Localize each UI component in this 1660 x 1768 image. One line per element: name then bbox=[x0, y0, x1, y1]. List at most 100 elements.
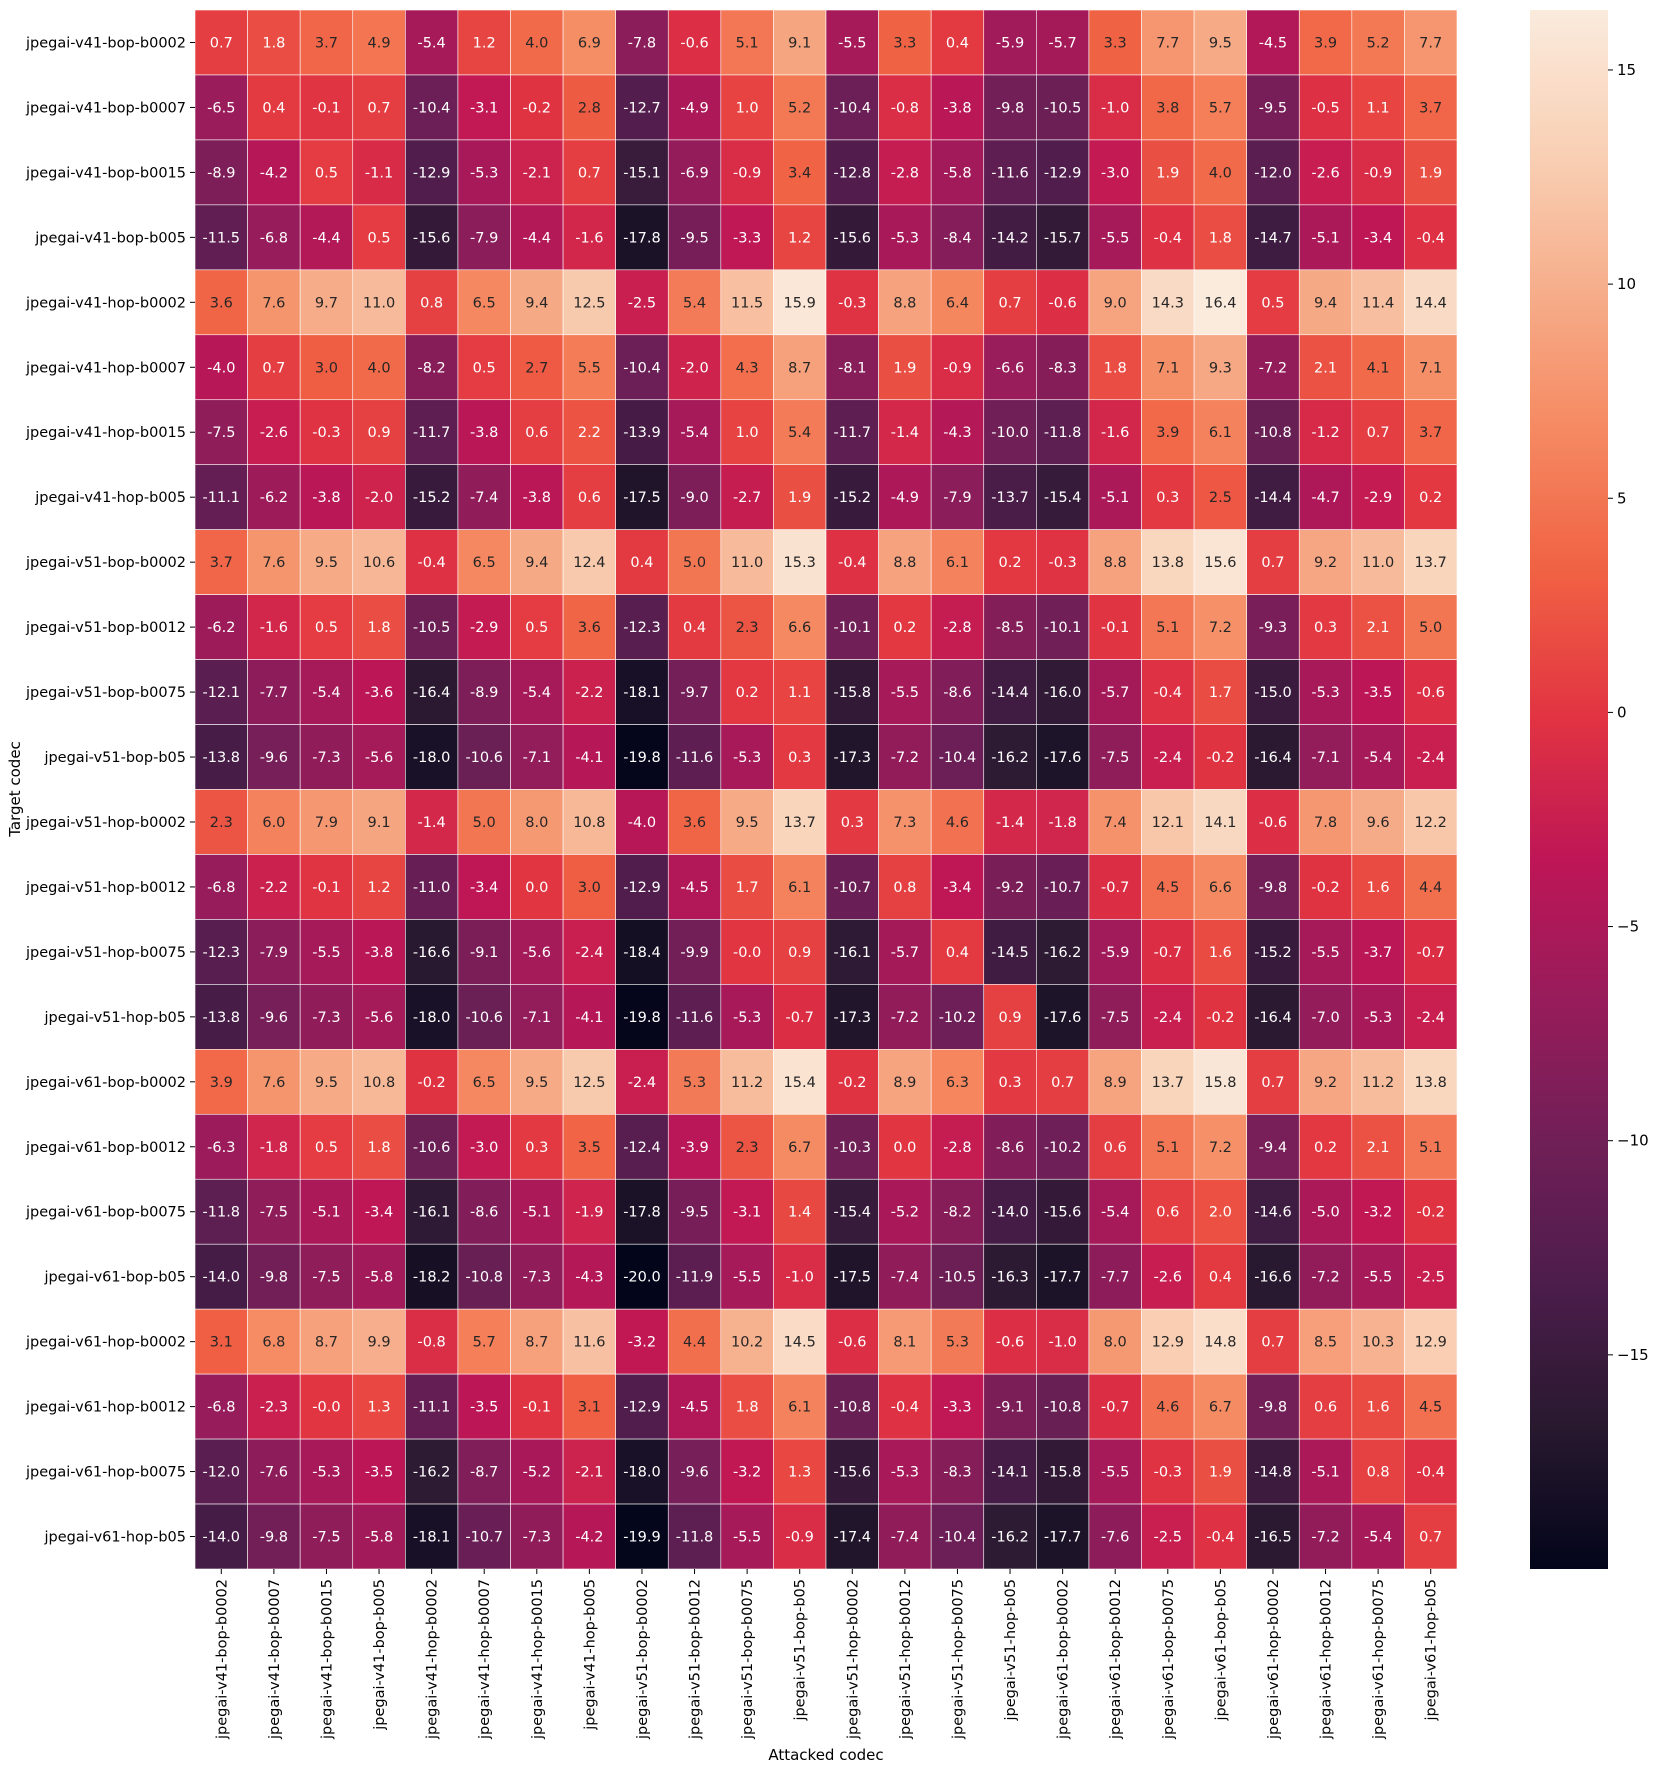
cell-value-label: -12.3 bbox=[623, 620, 661, 636]
cell-value-label: -5.1 bbox=[1101, 490, 1129, 506]
cell-value-label: -2.5 bbox=[628, 295, 656, 311]
cell-value-label: 0.7 bbox=[1261, 555, 1284, 571]
cell-value-label: -2.6 bbox=[1154, 1270, 1182, 1286]
cell-value-label: -0.4 bbox=[1417, 1465, 1445, 1481]
cell-value-label: -7.3 bbox=[523, 1270, 551, 1286]
cell-value-label: -16.4 bbox=[1254, 750, 1292, 766]
cell-value-label: -5.7 bbox=[1101, 685, 1129, 701]
heatmap-cell bbox=[510, 399, 564, 466]
heatmap-cell bbox=[878, 659, 932, 725]
y-tick-label: jpegai-v51-bop-b0012 bbox=[25, 620, 186, 636]
heatmap-cell bbox=[194, 1308, 248, 1375]
heatmap-cell bbox=[457, 659, 511, 725]
y-tick-label: jpegai-v41-hop-b0007 bbox=[25, 360, 186, 376]
cell-value-label: -7.0 bbox=[1311, 1010, 1339, 1026]
heatmap-cell bbox=[667, 854, 722, 920]
x-tick-label: jpegai-v61-hop-b05 bbox=[1424, 1579, 1440, 1722]
cell-value-label: 14.4 bbox=[1415, 295, 1447, 311]
heatmap-cell bbox=[1351, 1113, 1405, 1180]
cell-value-label: -4.9 bbox=[891, 490, 919, 506]
heatmap-cell bbox=[1246, 399, 1300, 466]
cell-value-label: -1.8 bbox=[1048, 815, 1076, 831]
cell-value-label: -1.8 bbox=[260, 1140, 288, 1156]
cell-value-label: -4.4 bbox=[312, 230, 340, 246]
colorbar: 15 10 5 0 −5 −10 −15 bbox=[1530, 10, 1649, 1569]
cell-value-label: 13.7 bbox=[1152, 1075, 1184, 1091]
heatmap-cell bbox=[1351, 984, 1405, 1050]
heatmap-cell bbox=[1404, 9, 1458, 76]
x-tick-label: jpegai-v41-bop-b0002 bbox=[214, 1579, 230, 1740]
cell-value-label: -14.1 bbox=[991, 1465, 1029, 1481]
cell-value-label: 1.1 bbox=[1367, 100, 1390, 116]
cell-value-label: -17.4 bbox=[834, 1530, 872, 1546]
heatmap-cell bbox=[562, 984, 616, 1050]
heatmap-cell bbox=[562, 1243, 616, 1310]
cell-value-label: 1.9 bbox=[893, 360, 916, 376]
heatmap-cell bbox=[405, 984, 459, 1050]
cell-value-label: 7.8 bbox=[1314, 815, 1337, 831]
cell-value-label: -3.8 bbox=[365, 945, 393, 961]
cell-value-label: -2.5 bbox=[1154, 1530, 1182, 1546]
cell-value-label: -15.0 bbox=[1254, 685, 1292, 701]
cell-value-label: -5.5 bbox=[838, 35, 866, 51]
cell-value-label: 6.1 bbox=[788, 880, 811, 896]
heatmap-cell bbox=[352, 659, 406, 725]
cell-value-label: -7.5 bbox=[312, 1270, 340, 1286]
heatmap-cell bbox=[352, 1438, 406, 1505]
cell-value-label: 4.0 bbox=[525, 35, 548, 51]
heatmap-cell bbox=[930, 9, 985, 76]
cell-value-label: 1.8 bbox=[368, 620, 391, 636]
heatmap-cell bbox=[983, 399, 1037, 466]
cell-value-label: -13.7 bbox=[991, 490, 1029, 506]
cell-value-label: -7.9 bbox=[470, 230, 498, 246]
heatmap-cell bbox=[1141, 204, 1195, 271]
heatmap-cell bbox=[352, 74, 406, 141]
cell-value-label: 5.3 bbox=[946, 1335, 969, 1351]
cell-value-label: -15.6 bbox=[834, 230, 872, 246]
cell-value-label: -12.7 bbox=[623, 100, 661, 116]
x-tick-label: jpegai-v51-bop-b05 bbox=[793, 1579, 809, 1722]
heatmap-cell bbox=[194, 1503, 248, 1570]
heatmap-cell bbox=[247, 529, 301, 595]
y-tick-label: jpegai-v61-hop-b05 bbox=[43, 1530, 186, 1546]
heatmap-cell bbox=[667, 529, 722, 595]
cell-value-label: -1.4 bbox=[417, 815, 445, 831]
cell-value-label: -0.4 bbox=[1206, 1530, 1234, 1546]
heatmap-cell bbox=[1351, 9, 1405, 76]
cell-value-label: 5.1 bbox=[1156, 620, 1179, 636]
cell-value-label: -18.1 bbox=[413, 1530, 451, 1546]
heatmap-cell bbox=[1193, 919, 1247, 985]
cell-value-label: 3.7 bbox=[1419, 425, 1442, 441]
x-tick-label: jpegai-v41-bop-b005 bbox=[372, 1579, 388, 1731]
heatmap-cell bbox=[510, 659, 564, 725]
heatmap-cell bbox=[1088, 74, 1142, 141]
cell-value-label: 5.2 bbox=[788, 100, 811, 116]
heatmap-cell bbox=[510, 464, 564, 530]
heatmap-cell bbox=[247, 724, 301, 790]
heatmap-cell bbox=[1141, 1373, 1195, 1440]
cell-value-label: -17.3 bbox=[834, 750, 872, 766]
cell-value-label: 1.8 bbox=[1104, 360, 1127, 376]
cell-value-label: 4.4 bbox=[683, 1335, 706, 1351]
cell-value-label: 1.0 bbox=[736, 100, 759, 116]
cell-value-label: 0.2 bbox=[736, 685, 759, 701]
cell-value-label: -5.5 bbox=[891, 685, 919, 701]
heatmap-cell bbox=[1088, 9, 1142, 76]
heatmap-cell bbox=[1088, 854, 1142, 920]
cell-value-label: -14.0 bbox=[991, 1205, 1029, 1221]
heatmap-cell bbox=[1036, 399, 1090, 466]
heatmap-cell bbox=[1141, 1049, 1195, 1115]
cell-value-label: -5.3 bbox=[733, 750, 761, 766]
cell-value-label: 9.0 bbox=[1104, 295, 1127, 311]
heatmap-cell bbox=[405, 1503, 459, 1570]
cell-value-label: -7.5 bbox=[1101, 750, 1129, 766]
heatmap-cell bbox=[878, 9, 932, 76]
heatmap-cell bbox=[352, 919, 406, 985]
cell-value-label: -10.5 bbox=[413, 620, 451, 636]
cell-value-label: -8.9 bbox=[470, 685, 498, 701]
cell-value-label: -5.5 bbox=[733, 1530, 761, 1546]
cell-value-label: -0.3 bbox=[1154, 1465, 1182, 1481]
cell-value-label: -8.9 bbox=[207, 165, 235, 181]
cell-value-label: -16.6 bbox=[413, 945, 451, 961]
